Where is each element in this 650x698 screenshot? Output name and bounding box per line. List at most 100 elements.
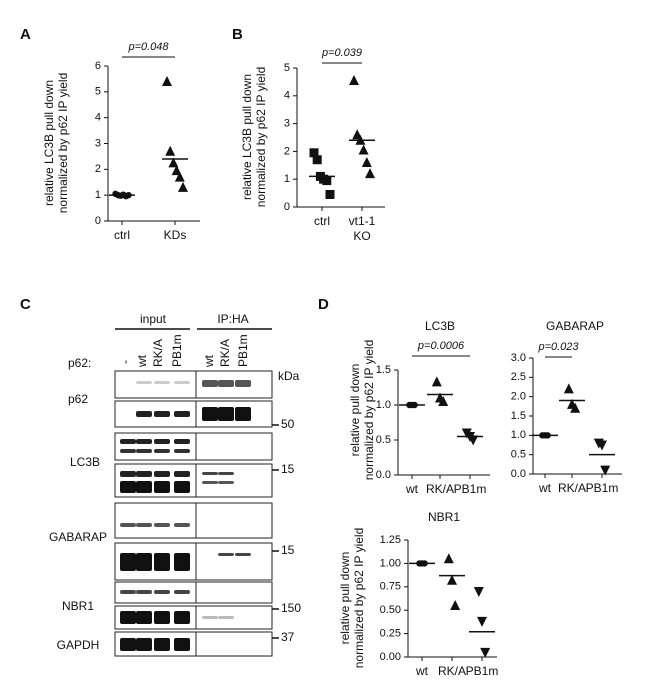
blot-band	[120, 481, 136, 493]
blot-band	[174, 381, 190, 384]
blot-band	[202, 472, 218, 475]
y-tick-label: 4	[95, 112, 101, 124]
blot-band	[136, 411, 152, 417]
x-tick-label: PB1m	[585, 481, 619, 495]
blot-band	[154, 381, 170, 384]
protein-label: p62	[68, 392, 88, 406]
blot-band	[136, 611, 152, 624]
data-point	[168, 157, 179, 168]
blot-band	[235, 407, 251, 421]
blot-band	[174, 523, 190, 527]
y-tick-label: 1.25	[380, 534, 401, 546]
blot-band	[174, 590, 190, 594]
x-tick-label-box: PB1m	[585, 481, 619, 495]
blot-band	[154, 481, 170, 493]
blot-band	[174, 439, 190, 444]
panel-letter: D	[318, 296, 329, 313]
y-tick-label: 3	[284, 118, 290, 130]
y-tick-label: 0.0	[376, 469, 391, 481]
y-axis-label: normalized by p62 IP yield	[362, 340, 376, 481]
data-point	[325, 189, 335, 199]
size-marker: 37	[281, 630, 295, 644]
blot-frame	[114, 502, 273, 539]
x-tick-label: vt1-1 KO	[348, 214, 376, 243]
blot-band	[235, 380, 251, 387]
blot-band	[174, 471, 190, 477]
blot-band	[154, 439, 170, 444]
y-axis-label: relative LC3B pull down	[42, 80, 56, 206]
y-tick-label: 0.5	[511, 449, 526, 461]
group-label: input	[140, 312, 167, 326]
chart-title: LC3B	[425, 319, 455, 333]
y-axis-label: normalized by p62 IP yield	[56, 73, 70, 214]
lane-label: -	[118, 360, 132, 364]
protein-label: NBR1	[62, 599, 94, 613]
blot-band	[136, 523, 152, 527]
x-tick-label-box: RK/A	[425, 482, 454, 496]
lane-label: wt	[135, 354, 149, 368]
p-value: p=0.023	[537, 341, 579, 353]
data-point	[468, 435, 479, 446]
size-marker: 15	[281, 543, 295, 557]
blot-band	[174, 611, 190, 624]
y-tick-label: 1.5	[376, 364, 391, 376]
y-tick-label: 0.0	[511, 468, 526, 480]
y-tick-label: 1.00	[380, 557, 401, 569]
blot-band	[120, 611, 136, 624]
y-tick-label: 0	[284, 201, 290, 213]
x-tick-label-box: ctrl	[314, 214, 330, 228]
blot-band	[218, 553, 234, 556]
blot-band	[174, 449, 190, 453]
blot-frame	[114, 432, 273, 461]
blot-band	[120, 439, 136, 444]
x-tick-label: wt	[406, 482, 418, 496]
blot-band	[202, 481, 218, 484]
blot-band	[136, 449, 152, 453]
panel-letter: A	[20, 26, 31, 43]
x-tick-label: RK/A	[557, 481, 586, 495]
data-point	[447, 574, 457, 585]
data-point	[443, 553, 454, 564]
blot-band	[154, 411, 170, 417]
x-tick-label-box: ctrl	[114, 228, 130, 242]
x-tick-label-box: vt1-1 KO	[348, 214, 376, 243]
y-tick-label: 1.0	[376, 399, 391, 411]
blot-band	[136, 553, 152, 571]
blot-band	[174, 481, 190, 493]
y-tick-label: 2.5	[511, 371, 526, 383]
y-tick-label: 5	[95, 86, 101, 98]
row-header: p62:	[68, 356, 91, 370]
blot-band	[202, 616, 218, 619]
y-tick-label: 0	[95, 215, 101, 227]
data-point	[171, 165, 182, 176]
y-tick-label: 5	[284, 62, 290, 74]
blot-band	[174, 553, 190, 571]
x-tick-label-box: wt	[406, 482, 418, 496]
x-tick-label: wt	[416, 664, 428, 678]
y-tick-label: 0.75	[380, 581, 401, 593]
blot-band	[218, 481, 234, 484]
unit-label: kDa	[278, 369, 300, 383]
x-tick-label-box: PB1m	[466, 664, 499, 678]
blot-band	[174, 638, 190, 651]
blot-band	[136, 381, 152, 384]
blot-band	[120, 590, 136, 594]
y-axis-label: relative pull down	[348, 364, 362, 457]
lane-label: PB1m	[170, 334, 184, 367]
y-tick-label: 2.0	[511, 391, 526, 403]
blot-frame	[114, 605, 273, 630]
data-point	[358, 144, 369, 155]
blot-band	[218, 407, 234, 421]
p-value: p=0.0006	[417, 340, 465, 352]
x-tick-label: KDs	[163, 228, 187, 242]
size-marker: 15	[281, 462, 295, 476]
x-tick-label-box: RK/A	[438, 664, 466, 678]
blot-band	[218, 472, 234, 475]
data-point	[349, 75, 359, 86]
blot-band	[154, 611, 170, 624]
data-point	[162, 76, 172, 86]
x-tick-label: RK/A	[425, 482, 454, 496]
blot-band	[136, 590, 152, 594]
lane-label: wt	[202, 354, 216, 368]
